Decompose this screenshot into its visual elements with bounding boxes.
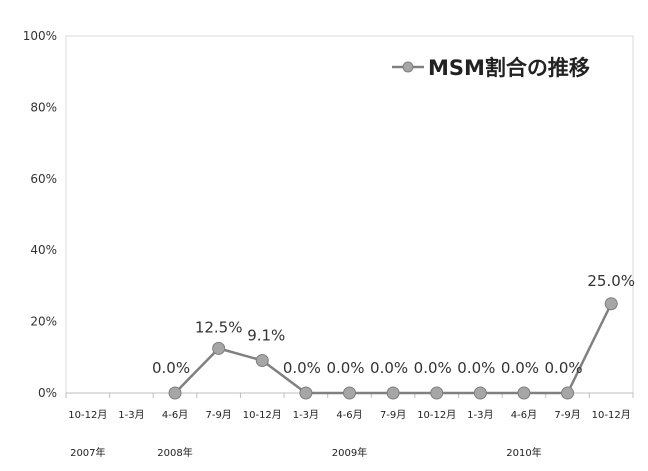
data-label: 0.0% (501, 359, 539, 377)
x-tick-label: 1-3月 (118, 409, 144, 421)
data-point (299, 386, 313, 400)
y-tick-label: 40% (30, 243, 57, 257)
data-label: 0.0% (370, 359, 408, 377)
series-line (174, 303, 613, 395)
data-label: 0.0% (326, 359, 364, 377)
x-tick-label: 7-9月 (205, 409, 231, 421)
y-tick-label: 0% (38, 386, 57, 400)
data-point (255, 354, 269, 368)
data-point (473, 386, 487, 400)
data-label: 0.0% (457, 359, 495, 377)
data-point (517, 386, 531, 400)
y-tick-label: 20% (30, 315, 57, 329)
x-tick-label: 7-9月 (554, 409, 580, 421)
data-point (212, 341, 226, 355)
y-tick-label: 60% (30, 172, 57, 186)
x-tick-label: 1-3月 (467, 409, 493, 421)
x-tick-label: 4-6月 (511, 409, 537, 421)
x-tick-label: 10-12月 (592, 409, 631, 421)
series-msm: 0.0% 12.5% 9.1% 0.0% 0.0% 0.0% 0.0% 0.0% 0.0% 0.0… (152, 272, 635, 400)
data-label: 9.1% (247, 327, 285, 345)
data-point (386, 386, 400, 400)
legend: MSM割合の推移 (392, 56, 590, 80)
legend-marker-swatch (402, 61, 414, 73)
data-point (604, 297, 618, 311)
plot-area (65, 35, 634, 394)
y-tick-label: 100% (23, 29, 57, 43)
x-tick-label: 4-6月 (336, 409, 362, 421)
data-point (430, 386, 444, 400)
y-tick-label: 80% (30, 100, 57, 114)
data-label: 12.5% (195, 318, 243, 336)
x-year-label: 2008年 (157, 446, 192, 459)
x-tick-label: 7-9月 (380, 409, 406, 421)
data-point (561, 386, 575, 400)
x-tick-label: 10-12月 (417, 409, 456, 421)
legend-label: MSM割合の推移 (428, 56, 590, 80)
data-label: 0.0% (545, 359, 583, 377)
x-year-label: 2009年 (332, 446, 367, 459)
x-tick-label: 4-6月 (162, 409, 188, 421)
x-tick-label: 10-12月 (68, 409, 107, 421)
x-year-label: 2010年 (506, 446, 541, 459)
data-label: 0.0% (283, 359, 321, 377)
x-tick-label: 10-12月 (243, 409, 282, 421)
data-label: 0.0% (414, 359, 452, 377)
data-point (343, 386, 356, 400)
x-tick-label: 1-3月 (293, 409, 319, 421)
data-point (168, 386, 182, 400)
y-axis: 0% 20% 40% 60% 80% 100% (23, 29, 57, 400)
x-axis: 10-12月 1-3月 4-6月 7-9月 10-12月 1-3月 4-6月 7-9月 10-1… (65, 392, 634, 459)
data-label: 0.0% (152, 359, 190, 377)
x-year-label: 2007年 (70, 446, 105, 459)
data-label: 25.0% (587, 272, 635, 290)
